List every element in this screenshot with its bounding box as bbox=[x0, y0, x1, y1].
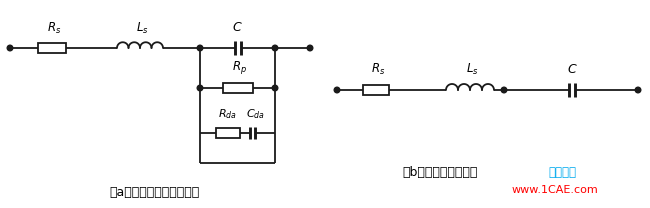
Text: （a）电容器实际等效电路: （a）电容器实际等效电路 bbox=[110, 187, 200, 199]
Circle shape bbox=[197, 85, 203, 91]
Bar bbox=[363, 85, 389, 95]
Text: $C_{da}$: $C_{da}$ bbox=[246, 107, 265, 121]
Text: $L_s$: $L_s$ bbox=[136, 21, 148, 36]
Circle shape bbox=[272, 45, 278, 51]
Text: （b）电容器简化模型: （b）电容器简化模型 bbox=[402, 166, 478, 178]
Circle shape bbox=[334, 87, 340, 93]
Text: $R_p$: $R_p$ bbox=[232, 59, 247, 76]
Circle shape bbox=[197, 45, 203, 51]
Text: www.1CAE.com: www.1CAE.com bbox=[512, 185, 599, 195]
Circle shape bbox=[307, 45, 313, 51]
Text: $R_s$: $R_s$ bbox=[47, 21, 61, 36]
Text: $C$: $C$ bbox=[232, 21, 243, 34]
Circle shape bbox=[7, 45, 13, 51]
Bar bbox=[38, 43, 66, 53]
Text: $R_s$: $R_s$ bbox=[371, 62, 385, 77]
Text: $L_s$: $L_s$ bbox=[465, 62, 478, 77]
Text: $C$: $C$ bbox=[567, 63, 577, 76]
Text: $R_{da}$: $R_{da}$ bbox=[218, 107, 237, 121]
Bar bbox=[216, 128, 239, 138]
Circle shape bbox=[272, 85, 278, 91]
Bar bbox=[222, 83, 252, 93]
Text: 仿真在线: 仿真在线 bbox=[548, 166, 576, 178]
Circle shape bbox=[635, 87, 641, 93]
Circle shape bbox=[501, 87, 507, 93]
